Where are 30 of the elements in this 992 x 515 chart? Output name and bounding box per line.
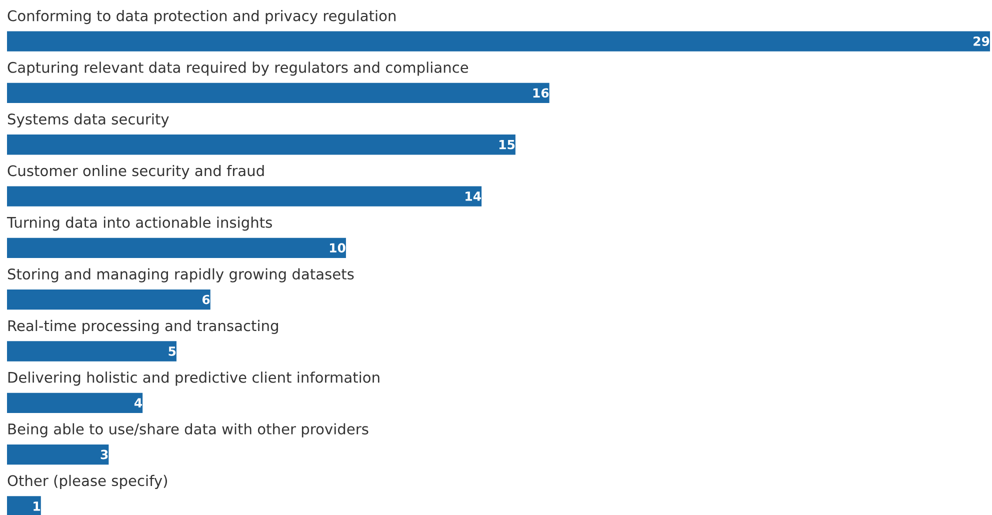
data-label: 29 bbox=[974, 36, 990, 46]
bar bbox=[7, 392, 143, 413]
bar bbox=[7, 444, 109, 465]
y-tick-label: Capturing relevant data required by regulators and compliance bbox=[8, 62, 468, 76]
bar bbox=[7, 31, 990, 52]
y-tick-label: Real-time processing and transacting bbox=[8, 320, 278, 334]
y-tick-label: Storing and managing rapidly growing datasets bbox=[8, 268, 354, 282]
y-tick-label: Turning data into actionable insights bbox=[6, 216, 272, 231]
data-label: 16 bbox=[533, 88, 549, 98]
data-label: 6 bbox=[202, 294, 210, 304]
data-label: 15 bbox=[499, 140, 515, 150]
y-tick-label: Delivering holistic and predictive client information bbox=[8, 372, 380, 386]
y-tick-label: Being able to use/share data with other providers bbox=[8, 423, 368, 438]
data-label: 1 bbox=[34, 502, 40, 511]
bar bbox=[7, 496, 41, 515]
data-label: 14 bbox=[466, 192, 481, 201]
data-label: 10 bbox=[330, 243, 346, 253]
y-tick-label: Conforming to data protection and privacy regulation bbox=[8, 10, 396, 24]
data-label: 5 bbox=[168, 346, 176, 356]
bar bbox=[7, 290, 210, 310]
data-label: 4 bbox=[134, 398, 142, 408]
bar bbox=[7, 238, 346, 258]
y-tick-label: Systems data security bbox=[8, 113, 169, 128]
bar bbox=[7, 186, 482, 206]
bar bbox=[7, 134, 516, 155]
y-tick-label: Customer online security and fraud bbox=[8, 164, 264, 180]
bar bbox=[7, 341, 176, 362]
y-tick-label: Other (please specify) bbox=[8, 474, 167, 489]
bar bbox=[7, 82, 550, 104]
data-label: 3 bbox=[100, 450, 108, 460]
